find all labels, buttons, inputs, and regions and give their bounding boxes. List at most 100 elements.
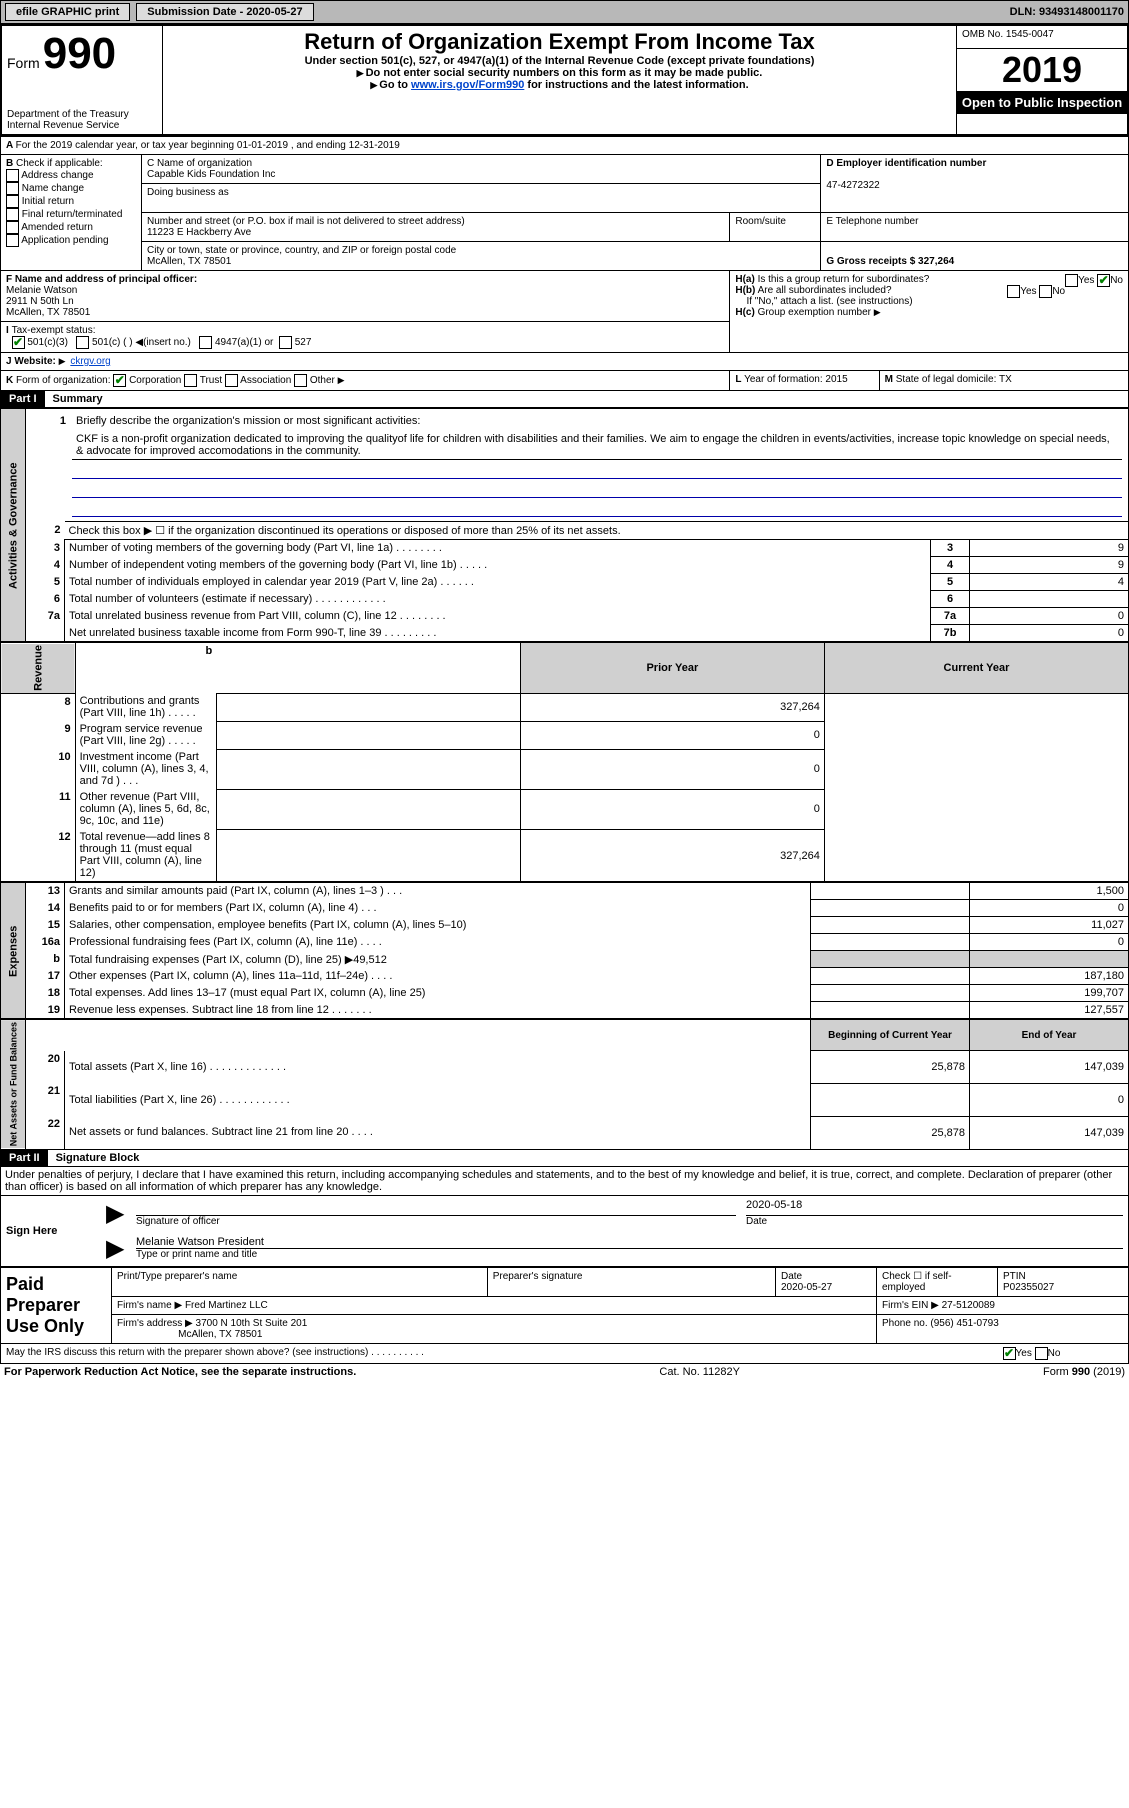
addr-label: Number and street (or P.O. box if mail i… [147,216,465,227]
ptin: P02355027 [1003,1282,1054,1293]
expense-line: 18Total expenses. Add lines 13–17 (must … [1,985,1129,1002]
line-a: For the 2019 calendar year, or tax year … [16,140,400,151]
firm-ein-label: Firm's EIN ▶ [882,1300,939,1311]
expense-line: 13Grants and similar amounts paid (Part … [1,883,1129,900]
k-assoc[interactable] [225,374,238,387]
discuss-no[interactable] [1035,1347,1048,1360]
i-501c3[interactable] [12,336,25,349]
org-name: Capable Kids Foundation Inc [147,169,275,180]
i-opt3: 4947(a)(1) or [215,337,273,348]
end-year-header: End of Year [970,1020,1129,1051]
netasset-line: 22Net assets or fund balances. Subtract … [1,1116,1129,1149]
current-year-header: Current Year [824,643,1128,694]
sign-here-block: Sign Here ▶ Signature of officer 2020-05… [0,1196,1129,1267]
revenue-line: 10Investment income (Part VIII, column (… [1,749,1129,789]
footer-left: For Paperwork Reduction Act Notice, see … [4,1366,356,1378]
tab-activities: Activities & Governance [1,409,26,642]
k-opt-0: Corporation [129,375,181,386]
summary-table: Activities & Governance 1Briefly describ… [0,408,1129,642]
q1-text: CKF is a non-profit organization dedicat… [72,431,1122,460]
expense-line: 19Revenue less expenses. Subtract line 1… [1,1002,1129,1019]
dept-label: Department of the Treasury Internal Reve… [7,109,157,131]
netasset-line: 20Total assets (Part X, line 16) . . . .… [1,1051,1129,1084]
officer-name: Melanie Watson [6,285,77,296]
firm-name: Fred Martinez LLC [185,1300,268,1311]
part2-header: Part II [1,1150,48,1166]
firm-addr1: 3700 N 10th St Suite 201 [196,1318,308,1329]
open-public-label: Open to Public Inspection [957,91,1127,114]
q2-label: Check this box ▶ ☐ if the organization d… [65,522,1129,540]
e-label: E Telephone number [821,213,1129,242]
i-4947[interactable] [199,336,212,349]
k-trust[interactable] [184,374,197,387]
revenue-table: Revenue b Prior Year Current Year 8Contr… [0,642,1129,882]
checkbox-address-change[interactable] [6,169,19,182]
form-header: Form 990 Department of the Treasury Inte… [0,24,1129,136]
k-other[interactable] [294,374,307,387]
tab-expenses: Expenses [1,883,26,1019]
officer-name-title: Melanie Watson President [136,1236,1123,1248]
b-opt-3: Final return/terminated [22,209,123,220]
k-opt-1: Trust [200,375,222,386]
firm-name-label: Firm's name ▶ [117,1300,182,1311]
hb-yes[interactable] [1007,285,1020,298]
k-corp[interactable] [113,374,126,387]
firm-ein: 27-5120089 [942,1300,995,1311]
ha-yes[interactable] [1065,274,1078,287]
i-opt2-note: (insert no.) [143,337,191,348]
hb-label: Are all subordinates included? [758,285,892,296]
ha-no[interactable] [1097,274,1110,287]
firm-addr2: McAllen, TX 78501 [178,1329,262,1340]
page-footer: For Paperwork Reduction Act Notice, see … [0,1364,1129,1380]
begin-year-header: Beginning of Current Year [811,1020,970,1051]
tax-year: 2019 [957,49,1127,91]
discuss-label: May the IRS discuss this return with the… [6,1347,424,1358]
expense-line: 16aProfessional fundraising fees (Part I… [1,934,1129,951]
checkbox-application[interactable] [6,234,19,247]
form990-link[interactable]: www.irs.gov/Form990 [411,79,524,91]
b-opt-5: Application pending [21,235,108,246]
phone-label: Phone no. [882,1318,928,1329]
f-label: F Name and address of principal officer: [6,274,197,285]
b-opt-2: Initial return [22,196,74,207]
self-employed-check[interactable]: Check ☐ if self-employed [877,1267,998,1296]
ein: 47-4272322 [826,180,879,191]
expense-line: bTotal fundraising expenses (Part IX, co… [1,951,1129,968]
i-opt2: 501(c) ( ) [92,337,133,348]
subtitle-1: Under section 501(c), 527, or 4947(a)(1)… [168,55,951,67]
tab-netassets: Net Assets or Fund Balances [1,1020,26,1149]
checkbox-amended[interactable] [6,221,19,234]
dln-label: DLN: 93493148001170 [1010,6,1124,18]
form-title: Return of Organization Exempt From Incom… [168,29,951,55]
print-name-label: Print/Type preparer's name [112,1267,488,1296]
discuss-yes[interactable] [1003,1347,1016,1360]
expense-line: 15Salaries, other compensation, employee… [1,917,1129,934]
hb-no[interactable] [1039,285,1052,298]
efile-button[interactable]: efile GRAPHIC print [5,3,130,21]
city-label: City or town, state or province, country… [147,245,456,256]
part1-title: Summary [45,393,103,405]
summary-line: 5Total number of individuals employed in… [1,574,1129,591]
checkbox-name-change[interactable] [6,182,19,195]
form-label: Form [7,55,40,71]
i-527[interactable] [279,336,292,349]
firm-addr-label: Firm's address ▶ [117,1318,193,1329]
phone: (956) 451-0793 [930,1318,998,1329]
summary-line: 3Number of voting members of the governi… [1,540,1129,557]
part2-title: Signature Block [48,1152,140,1164]
officer-addr2: McAllen, TX 78501 [6,307,90,318]
summary-line: 7aTotal unrelated business revenue from … [1,608,1129,625]
i-label: Tax-exempt status: [12,325,96,336]
paid-preparer-block: Paid Preparer Use Only Print/Type prepar… [0,1267,1129,1364]
c-name-label: C Name of organization [147,158,252,169]
i-501c[interactable] [76,336,89,349]
dba-label: Doing business as [147,187,229,198]
website-link[interactable]: ckrgv.org [70,356,110,367]
revenue-line: 9Program service revenue (Part VIII, lin… [1,721,1129,749]
checkbox-initial-return[interactable] [6,195,19,208]
expense-line: 17Other expenses (Part IX, column (A), l… [1,968,1129,985]
ha-label: Is this a group return for subordinates? [758,274,930,285]
netasset-line: 21Total liabilities (Part X, line 26) . … [1,1083,1129,1116]
prior-year-header: Prior Year [520,643,824,694]
checkbox-final-return[interactable] [6,208,19,221]
